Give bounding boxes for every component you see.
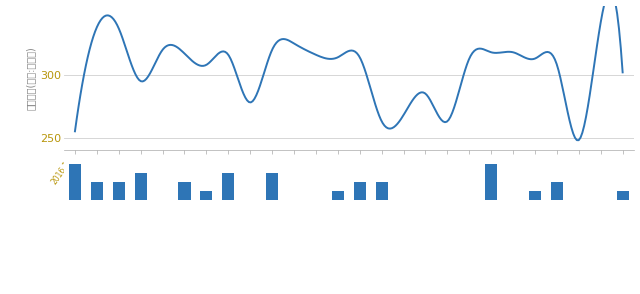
Bar — [266, 173, 278, 200]
Bar — [332, 191, 344, 200]
Bar — [376, 182, 388, 200]
Bar — [354, 182, 366, 200]
Bar — [69, 164, 81, 200]
Bar — [485, 164, 497, 200]
Bar — [91, 182, 103, 200]
Bar — [222, 173, 234, 200]
Bar — [551, 182, 563, 200]
Bar — [113, 182, 125, 200]
Bar — [134, 173, 147, 200]
Bar — [529, 191, 541, 200]
Bar — [616, 191, 628, 200]
Bar — [179, 182, 191, 200]
Bar — [200, 191, 212, 200]
Y-axis label: 거래금액(단위:백만원): 거래금액(단위:백만원) — [26, 46, 36, 110]
